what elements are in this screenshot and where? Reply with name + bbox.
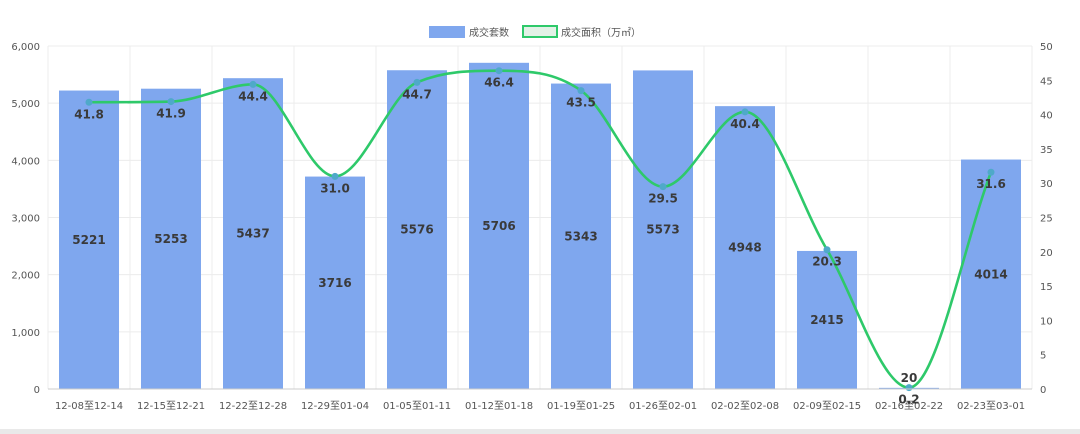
y-right-tick-label: 30 bbox=[1040, 179, 1053, 190]
x-tick-label: 02-16至02-22 bbox=[875, 400, 943, 412]
line-value-label: 41.8 bbox=[74, 107, 104, 121]
x-tick-label: 01-12至01-18 bbox=[465, 400, 533, 412]
y-right-tick-label: 50 bbox=[1040, 42, 1053, 53]
line-point bbox=[987, 168, 995, 176]
bar bbox=[797, 250, 857, 389]
bar bbox=[59, 90, 119, 389]
line-point bbox=[85, 98, 93, 106]
legend-bar-label: 成交套数 bbox=[469, 26, 509, 39]
x-tick-label: 02-02至02-08 bbox=[711, 400, 779, 412]
y-right-tick-label: 20 bbox=[1040, 248, 1053, 259]
bar bbox=[551, 83, 611, 389]
bar bbox=[961, 159, 1021, 389]
bar-value-label: 5706 bbox=[482, 219, 515, 233]
line-value-label: 31.0 bbox=[320, 181, 350, 195]
line-value-label: 46.4 bbox=[484, 76, 514, 90]
y-right-tick-label: 10 bbox=[1040, 316, 1053, 327]
bar-value-label: 5573 bbox=[646, 223, 679, 237]
grid-lines bbox=[47, 45, 1033, 390]
bar-value-label: 4948 bbox=[728, 241, 761, 255]
y-left-tick-label: 2,000 bbox=[11, 271, 40, 282]
line-point bbox=[577, 87, 585, 95]
y-left-tick-label: 0 bbox=[34, 385, 40, 396]
y-left-tick-label: 4,000 bbox=[11, 156, 40, 167]
line-point bbox=[413, 78, 421, 86]
line-value-label: 20.3 bbox=[812, 255, 842, 269]
bar-value-label: 5221 bbox=[72, 233, 105, 247]
bar-value-label: 4014 bbox=[974, 267, 1007, 281]
line-point bbox=[905, 384, 913, 392]
line-point bbox=[823, 246, 831, 254]
legend-line-label: 成交面积（万㎡） bbox=[561, 26, 641, 39]
bar-series bbox=[59, 62, 1021, 390]
bar bbox=[223, 78, 283, 390]
y-right-tick-label: 40 bbox=[1040, 111, 1053, 122]
bar-value-label: 3716 bbox=[318, 276, 351, 290]
y-right-tick-label: 15 bbox=[1040, 282, 1053, 293]
bar bbox=[633, 70, 693, 390]
y-right-tick-label: 0 bbox=[1040, 385, 1046, 396]
bar-value-label: 2415 bbox=[810, 313, 843, 327]
x-tick-label: 02-23至03-01 bbox=[957, 400, 1025, 412]
x-tick-label: 01-26至02-01 bbox=[629, 400, 697, 412]
x-tick-label: 12-29至01-04 bbox=[301, 400, 369, 412]
y-right-tick-label: 35 bbox=[1040, 145, 1053, 156]
bar bbox=[715, 106, 775, 389]
bar-value-label: 5576 bbox=[400, 223, 433, 237]
line-value-label: 40.4 bbox=[730, 117, 760, 131]
x-tick-label: 02-09至02-15 bbox=[793, 400, 861, 412]
line-point bbox=[741, 108, 749, 116]
y-right-tick-label: 25 bbox=[1040, 214, 1053, 225]
line-value-label: 0.2 bbox=[898, 393, 919, 407]
legend-line-swatch bbox=[522, 25, 558, 38]
y-right-tick-label: 5 bbox=[1040, 351, 1046, 362]
y-right-tick-label: 45 bbox=[1040, 76, 1053, 87]
bar-value-label: 5437 bbox=[236, 227, 269, 241]
line-value-label: 43.5 bbox=[566, 96, 596, 110]
y-left-tick-label: 6,000 bbox=[11, 42, 40, 53]
line-value-label: 41.9 bbox=[156, 107, 186, 121]
bar bbox=[469, 62, 529, 389]
bottom-strip bbox=[0, 429, 1080, 434]
bar-value-label: 20 bbox=[901, 371, 918, 385]
line-point bbox=[249, 80, 257, 88]
line-value-label: 31.6 bbox=[976, 177, 1006, 191]
line-value-label: 29.5 bbox=[648, 192, 678, 206]
line-value-label: 44.4 bbox=[238, 89, 268, 103]
x-tick-label: 01-19至01-25 bbox=[547, 400, 615, 412]
x-tick-label: 01-05至01-11 bbox=[383, 400, 451, 412]
line-point bbox=[167, 98, 175, 106]
x-tick-label: 12-15至12-21 bbox=[137, 400, 205, 412]
y-left-tick-label: 1,000 bbox=[11, 328, 40, 339]
line-point bbox=[495, 67, 503, 75]
bar bbox=[305, 176, 365, 389]
data-labels: 5221 5253 5437 3716 5576 5706 5343 5573 4948 2415… bbox=[72, 76, 1007, 407]
axes: 0 1,000 2,000 3,000 4,000 5,000 6,000 0 5 10 15 20 2… bbox=[11, 42, 1052, 412]
x-tick-label: 12-22至12-28 bbox=[219, 400, 287, 412]
bar-value-label: 5343 bbox=[564, 229, 597, 243]
bar bbox=[141, 88, 201, 390]
x-tick-label: 12-08至12-14 bbox=[55, 400, 123, 412]
y-left-tick-label: 5,000 bbox=[11, 99, 40, 110]
bar bbox=[387, 70, 447, 389]
legend: 成交套数 成交面积（万㎡） bbox=[429, 25, 641, 39]
bar-value-label: 5253 bbox=[154, 232, 187, 246]
line-point bbox=[331, 172, 339, 180]
line-point bbox=[659, 183, 667, 191]
legend-bar-swatch bbox=[429, 26, 465, 38]
line-value-label: 44.7 bbox=[402, 87, 432, 101]
y-left-tick-label: 3,000 bbox=[11, 214, 40, 225]
